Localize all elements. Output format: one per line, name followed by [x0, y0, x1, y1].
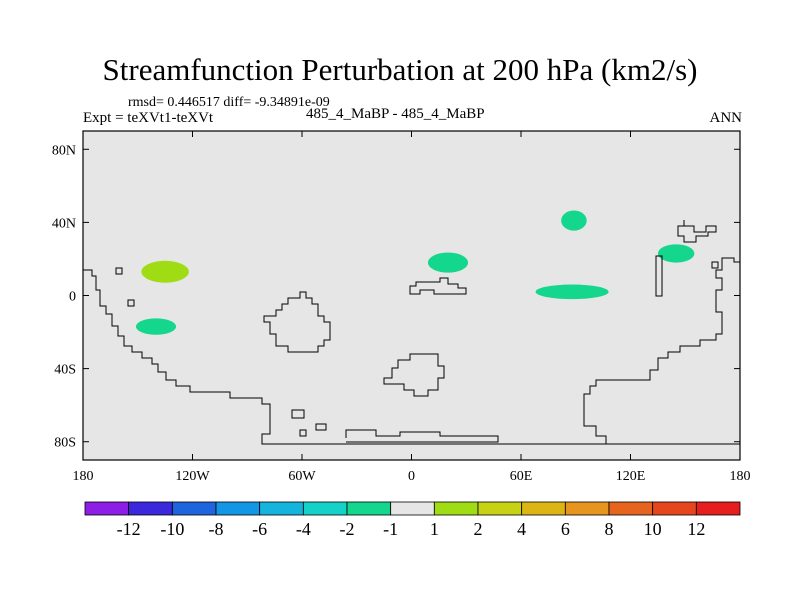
coastline-japan	[677, 220, 717, 243]
x-tick-label: 120E	[616, 469, 646, 484]
colorbar-swatch	[259, 501, 304, 516]
colorbar-label: -6	[252, 519, 267, 539]
anomaly-layer	[135, 210, 695, 335]
y-tick-label: 80N	[52, 143, 76, 158]
colorbar-swatch	[521, 501, 566, 516]
stats-label: rmsd= 0.446517 diff= -9.34891e-09	[128, 95, 330, 110]
y-tick-label: 40N	[52, 216, 76, 231]
coastline-southeast-asia	[655, 255, 719, 297]
colorbar: -12 -10 -8 -6 -4 -2 -1 1 2 4 6 8 10 12	[84, 501, 741, 539]
colorbar-label: 4	[517, 519, 526, 539]
coastline-antarctica	[345, 429, 740, 445]
y-tick-label: 80S	[54, 436, 76, 451]
colorbar-label: -8	[209, 519, 224, 539]
anomaly-region-2	[135, 318, 177, 335]
coastline-africa	[263, 291, 331, 353]
colorbar-swatch	[215, 501, 261, 516]
colorbar-swatch	[84, 501, 130, 516]
x-tick-label: 180	[73, 469, 94, 484]
colorbar-label: 10	[644, 519, 662, 539]
colorbar-label: -10	[160, 519, 184, 539]
coastline-caribbean-fragment	[127, 299, 135, 307]
chart-title: Streamfunction Perturbation at 200 hPa (…	[102, 52, 698, 87]
x-tick-label: 60W	[288, 469, 316, 484]
colorbar-swatch	[608, 501, 654, 516]
x-tick-label: 120W	[175, 469, 210, 484]
colorbar-label: -12	[117, 519, 141, 539]
anomaly-region-5	[561, 210, 587, 231]
colorbar-swatch	[346, 501, 392, 516]
coastlines	[83, 220, 740, 445]
season-label: ANN	[709, 110, 743, 126]
y-axis: 80N 40N 0 40S 80S	[52, 143, 740, 451]
coastline-asia-east	[583, 257, 740, 444]
coastline-arabia	[409, 277, 467, 295]
x-tick-label: 0	[408, 469, 415, 484]
coastline-americas	[83, 269, 410, 445]
colorbar-swatch	[302, 501, 348, 516]
case-label: 485_4_MaBP - 485_4_MaBP	[306, 106, 485, 122]
colorbar-label: -2	[340, 519, 355, 539]
colorbar-swatch	[564, 501, 610, 516]
x-tick-label: 60E	[510, 469, 533, 484]
anomaly-region-6	[657, 244, 695, 263]
colorbar-label: 2	[474, 519, 483, 539]
colorbar-swatch	[652, 501, 697, 516]
colorbar-label: 6	[561, 519, 570, 539]
colorbar-label: 1	[430, 519, 439, 539]
colorbar-swatch	[695, 501, 741, 516]
x-axis: 180 120W 60W 0 60E 120E 180	[73, 131, 751, 484]
plot-background	[83, 131, 740, 460]
colorbar-label: -1	[383, 519, 398, 539]
anomaly-region-1	[141, 260, 189, 283]
anomaly-region-3	[427, 252, 469, 273]
colorbar-swatch	[128, 501, 173, 516]
colorbar-label: 12	[687, 519, 705, 539]
colorbar-swatch	[171, 501, 217, 516]
colorbar-swatch	[390, 501, 435, 516]
coastline-north-america-fragment	[115, 267, 123, 275]
coastline-islands-south	[291, 409, 327, 437]
colorbar-label: -4	[296, 519, 311, 539]
anomaly-region-4	[535, 284, 609, 300]
experiment-label: Expt = teXVt1-teXVt	[83, 110, 214, 126]
y-tick-label: 0	[69, 290, 76, 305]
coastline-australia	[383, 353, 445, 397]
colorbar-swatch	[477, 501, 523, 516]
y-tick-label: 40S	[54, 363, 76, 378]
x-tick-label: 180	[730, 469, 751, 484]
colorbar-swatch	[433, 501, 479, 516]
colorbar-label: 8	[605, 519, 614, 539]
